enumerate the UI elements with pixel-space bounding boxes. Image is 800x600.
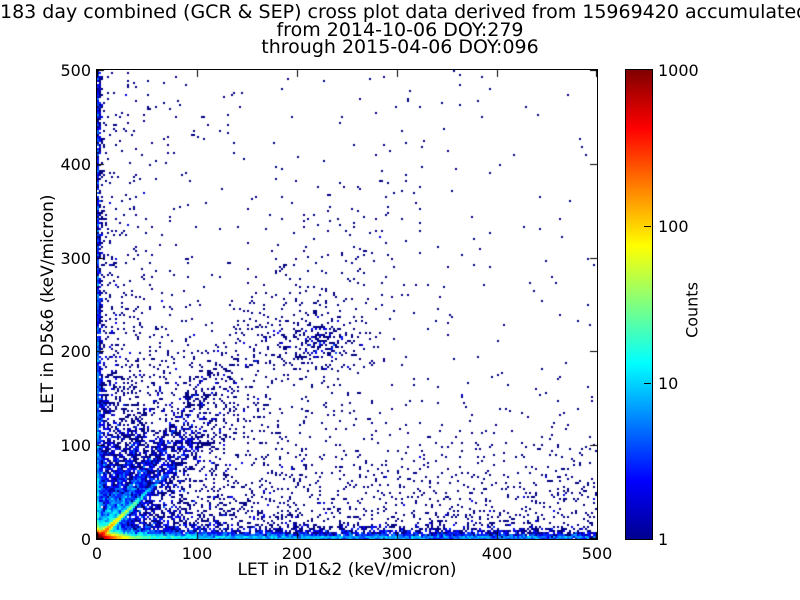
title-block: 183 day combined (GCR & SEP) cross plot … xyxy=(0,1,800,58)
y-tick-label: 500 xyxy=(60,61,91,80)
colorbar xyxy=(625,69,653,540)
colorbar-gradient xyxy=(626,70,652,539)
y-tick-label: 400 xyxy=(60,154,91,174)
y-tick-label: 200 xyxy=(60,342,91,362)
colorbar-tick-mark xyxy=(644,226,651,227)
colorbar-tick-label: 10 xyxy=(658,373,679,393)
x-tick-label: 500 xyxy=(581,544,613,563)
x-tick-label: 300 xyxy=(381,544,413,563)
colorbar-tick-label: 1000 xyxy=(658,61,699,80)
x-tick-label: 100 xyxy=(181,544,213,563)
x-tick-label: 400 xyxy=(481,544,513,563)
colorbar-tick-label: 1 xyxy=(658,530,669,549)
x-tick-label: 200 xyxy=(281,544,313,563)
colorbar-title: Counts xyxy=(682,282,702,338)
y-tick-label: 300 xyxy=(60,248,91,268)
y-tick-label: 0 xyxy=(80,530,91,549)
colorbar-tick-mark xyxy=(644,383,651,384)
scatter-canvas xyxy=(97,70,597,539)
title-line-3: through 2015-04-06 DOY:096 xyxy=(261,36,539,58)
x-tick-label: 0 xyxy=(91,544,103,563)
y-axis-label: LET in D5&6 (keV/micron) xyxy=(38,194,58,414)
title-line-1: 183 day combined (GCR & SEP) cross plot … xyxy=(0,1,800,23)
x-axis-label: LET in D1&2 (keV/micron) xyxy=(237,560,457,580)
title-line-2: from 2014-10-06 DOY:279 xyxy=(276,18,524,41)
y-tick-label: 100 xyxy=(60,436,91,456)
colorbar-tick-label: 100 xyxy=(658,217,689,237)
plot-area xyxy=(96,69,598,540)
